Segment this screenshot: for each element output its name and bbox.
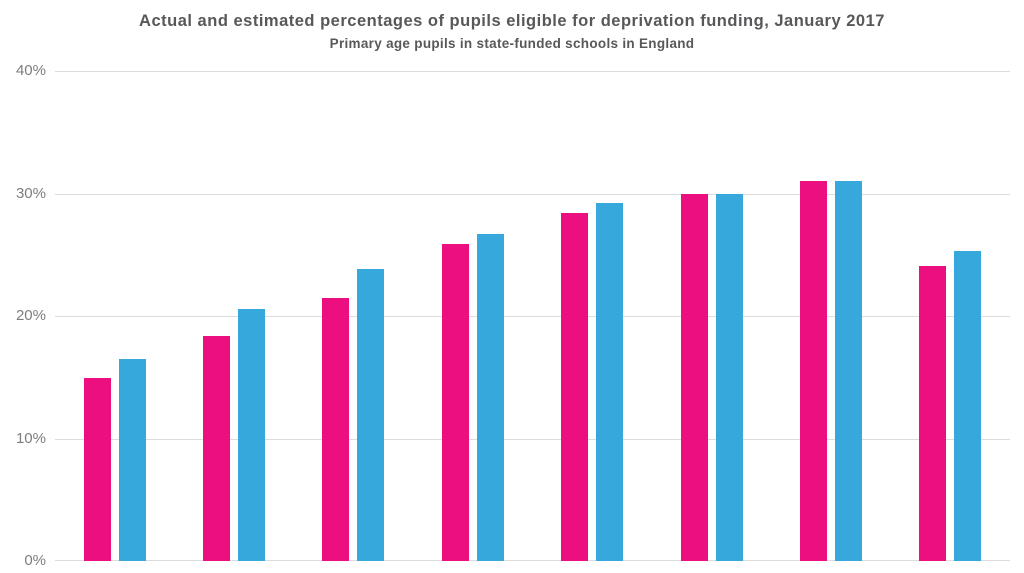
gridline-10%: [55, 438, 1010, 440]
bar-actual-5: [561, 213, 589, 561]
bar-group-8: [891, 71, 1010, 561]
y-tick-label-0%: 0%: [24, 552, 46, 569]
gridline-20%: [55, 316, 1010, 317]
bar-actual-7: [799, 181, 827, 561]
bar-estimated-1: [118, 358, 146, 561]
gridline-40%: [55, 71, 1010, 72]
bar-group-1: [55, 71, 174, 561]
y-axis: 0% 10% 20% 30% 40%: [0, 63, 46, 569]
y-tick-label-30%: 30%: [15, 184, 46, 202]
y-tick-label-10%: 10%: [15, 429, 46, 447]
bar-actual-1: [83, 378, 111, 561]
y-tick-label-20%: 20%: [15, 307, 46, 324]
bar-group-7: [771, 71, 890, 561]
gridline-0%: [55, 560, 1010, 561]
bar-estimated-8: [954, 251, 982, 561]
bar-groups: [55, 71, 1010, 561]
plot-area: [55, 71, 1010, 561]
bar-estimated-4: [476, 233, 504, 561]
bar-group-3: [294, 71, 413, 561]
bar-actual-8: [919, 265, 947, 561]
bar-estimated-6: [715, 193, 743, 561]
gridline-30%: [55, 193, 1010, 195]
bar-estimated-5: [596, 203, 624, 561]
bar-group-6: [652, 71, 771, 561]
bar-estimated-7: [834, 181, 862, 561]
bar-estimated-2: [238, 308, 266, 561]
bar-estimated-3: [357, 269, 385, 561]
bar-group-4: [413, 71, 532, 561]
chart-subtitle: Primary age pupils in state-funded schoo…: [329, 36, 695, 51]
bar-group-2: [174, 71, 293, 561]
bar-actual-3: [322, 297, 350, 561]
y-tick-label-40%: 40%: [15, 62, 46, 79]
bar-actual-2: [203, 335, 231, 561]
chart-title: Actual and estimated percentages of pupi…: [139, 12, 885, 30]
bar-actual-4: [441, 243, 469, 561]
bar-actual-6: [680, 193, 708, 561]
bar-group-5: [533, 71, 652, 561]
